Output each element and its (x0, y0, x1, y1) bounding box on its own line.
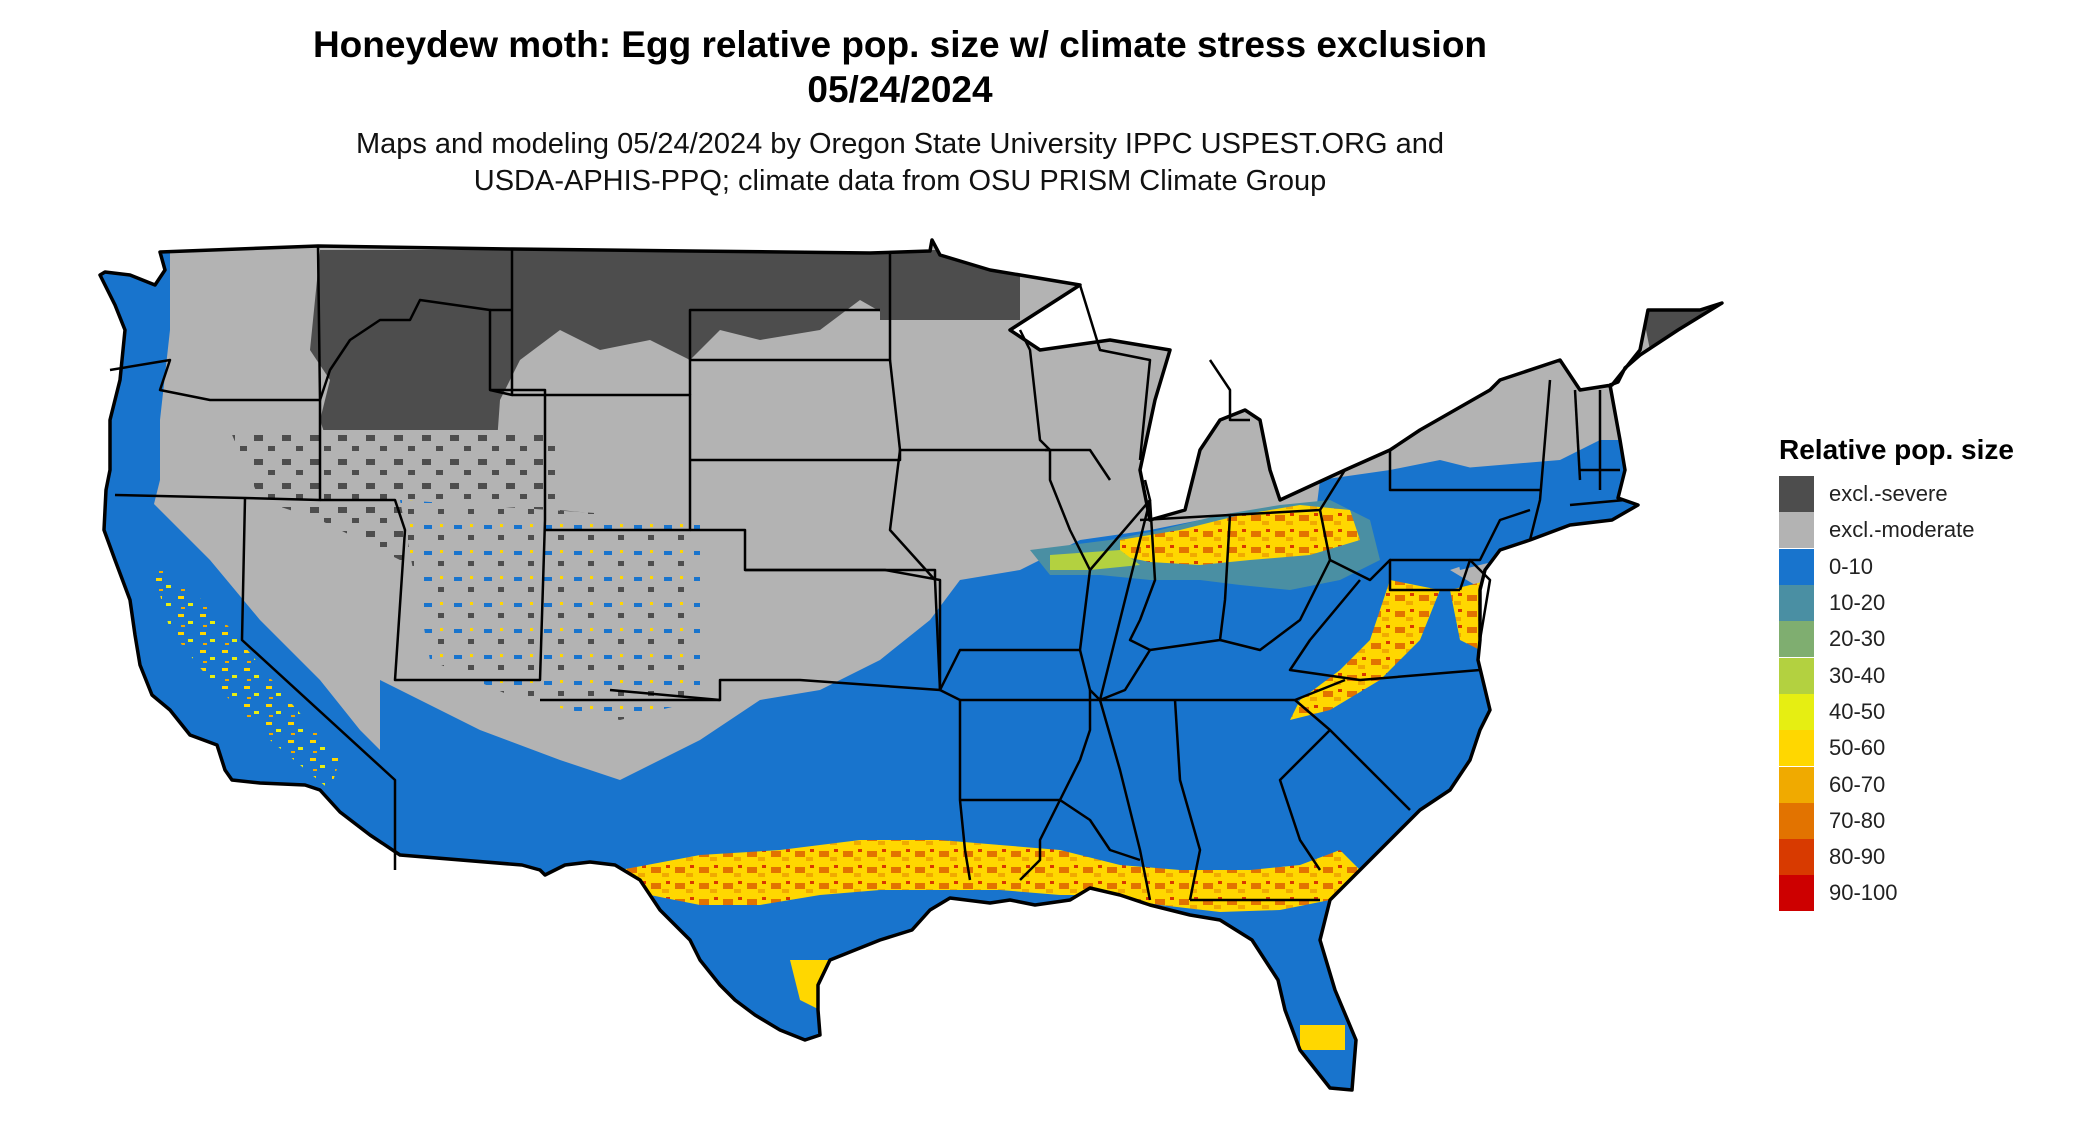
legend-swatch (1779, 585, 1814, 622)
legend-item: 70-80 (1779, 802, 2079, 839)
legend-item: 30-40 (1779, 657, 2079, 694)
legend-label: 40-50 (1829, 698, 1886, 724)
legend-swatch (1779, 875, 1814, 912)
us-map (98, 238, 1724, 1092)
ohio-valley-green-edge (1050, 550, 1140, 570)
legend-swatch (1779, 802, 1814, 839)
south-florida-band (1300, 1025, 1345, 1050)
legend-label: 60-70 (1829, 771, 1886, 797)
legend-label: 90-100 (1829, 880, 1898, 906)
northeast-coast-zone (1440, 440, 1660, 570)
legend-label: 0-10 (1829, 553, 1874, 579)
legend-label: excl.-moderate (1829, 517, 1975, 543)
legend-item: 10-20 (1779, 585, 2079, 622)
ohio-valley-hot-band (1120, 505, 1360, 565)
state-borders (109, 245, 1626, 902)
legend-label: 20-30 (1829, 626, 1886, 652)
legend-label: 80-90 (1829, 844, 1886, 870)
legend-item: excl.-moderate (1779, 512, 2079, 549)
national-border (98, 238, 1724, 1092)
appalachian-band (1290, 580, 1440, 720)
pacific-northwest-coast (100, 250, 170, 520)
legend-items: excl.-severe excl.-moderate 0-10 10-20 20-30… (1779, 476, 2079, 912)
legend-swatch (1779, 730, 1814, 767)
legend-item: 90-100 (1779, 875, 2079, 912)
legend-swatch (1779, 621, 1814, 658)
legend-item: 0-10 (1779, 548, 2079, 585)
map-title-line1: Honeydew moth: Egg relative pop. size w/… (312, 24, 1488, 65)
legend-swatch (1779, 839, 1814, 876)
excl-severe-minnesota (880, 250, 1020, 320)
legend-item: 40-50 (1779, 693, 2079, 730)
legend-label: 10-20 (1829, 590, 1886, 616)
legend-label: 30-40 (1829, 662, 1886, 688)
legend-label: 70-80 (1829, 807, 1886, 833)
legend-title: Relative pop. size (1779, 434, 2014, 465)
map-legend: Relative pop. size excl.-severe excl.-mod… (1779, 432, 2079, 912)
legend-label: excl.-severe (1829, 481, 1948, 507)
map-subtitle: Maps and modeling 05/24/2024 by Oregon S… (0, 126, 1800, 200)
map-regions (100, 240, 1722, 1090)
legend-swatch (1779, 512, 1814, 549)
map-area (98, 238, 1724, 1092)
legend-swatch (1779, 766, 1814, 803)
map-title: Honeydew moth: Egg relative pop. size w/… (0, 22, 1800, 112)
gulf-coast-hot-band (620, 840, 1360, 912)
legend-item: 20-30 (1779, 621, 2079, 658)
legend-label: 50-60 (1829, 735, 1886, 761)
legend-swatch (1779, 693, 1814, 730)
legend-item: excl.-severe (1779, 476, 2079, 513)
legend-swatch (1779, 657, 1814, 694)
map-credit-line2: USDA-APHIS-PPQ; climate data from OSU PR… (473, 165, 1327, 197)
legend-item: 80-90 (1779, 839, 2079, 876)
legend-swatch (1779, 548, 1814, 585)
california-valley-band (150, 560, 340, 790)
legend-item: 50-60 (1779, 730, 2079, 767)
legend-item: 60-70 (1779, 766, 2079, 803)
legend-swatch (1779, 476, 1814, 513)
mottled-southwest (400, 500, 700, 720)
map-credit-line1: Maps and modeling 05/24/2024 by Oregon S… (355, 128, 1445, 160)
map-title-date: 05/24/2024 (807, 69, 993, 110)
